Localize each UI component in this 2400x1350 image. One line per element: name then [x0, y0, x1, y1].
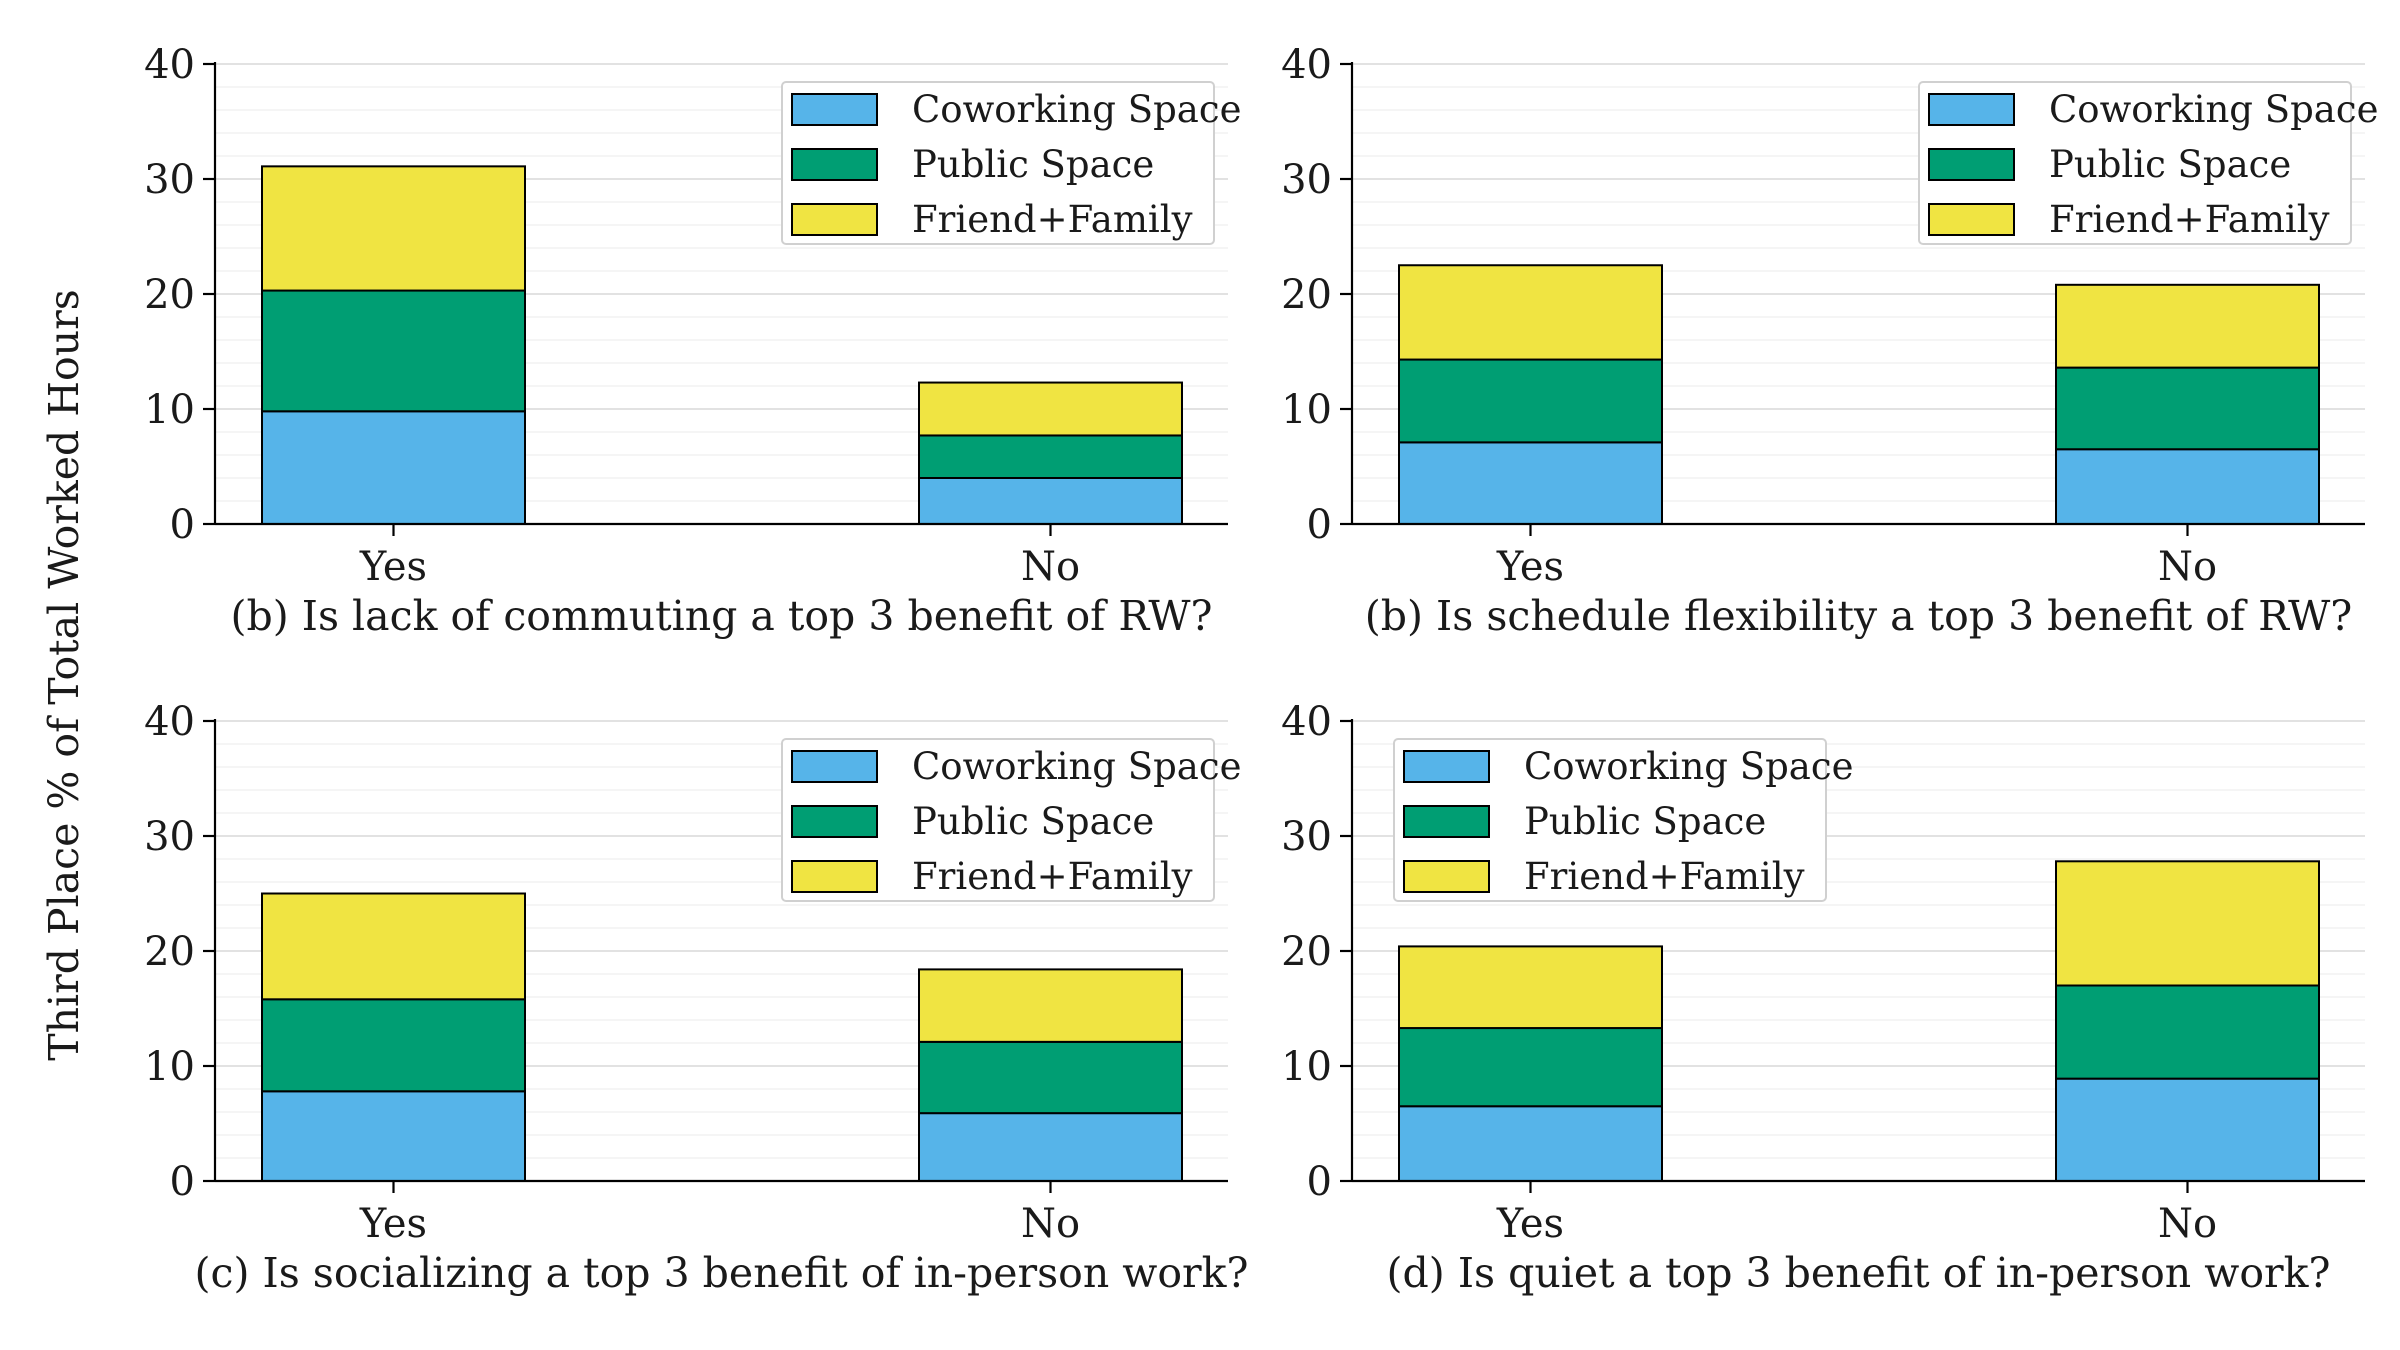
y-tick-label: 10 — [1281, 387, 1332, 433]
y-tick-label: 20 — [144, 929, 195, 975]
legend-label: Public Space — [2049, 143, 2291, 186]
legend-swatch — [1403, 750, 1490, 783]
legend-label: Public Space — [912, 143, 1154, 186]
bar-no-public-space — [2055, 366, 2320, 451]
bar-no-coworking-space — [918, 1112, 1183, 1183]
legend-frame — [781, 81, 1215, 245]
legend-label: Friend+Family — [2049, 198, 2330, 241]
chart-panel-4: 0 10 20 30 40 Yes No(d) Is quiet a top 3 benef… — [1281, 699, 2365, 1297]
y-tick-label: 40 — [144, 699, 195, 745]
x-tick-label: No — [1021, 1201, 1080, 1247]
y-tick-label: 30 — [1281, 157, 1332, 203]
legend-label: Friend+Family — [912, 198, 1193, 241]
chart-panel-1: 0 10 20 30 40 Yes No(b) Is lack of commuting a… — [144, 42, 1241, 640]
y-tick-label: 30 — [144, 814, 195, 860]
legend-frame — [781, 738, 1215, 902]
bar-yes-coworking-space — [261, 410, 526, 525]
bar-yes-public-space — [261, 289, 526, 413]
bar-yes-friend-family — [1398, 264, 1663, 361]
legend-label: Coworking Space — [912, 88, 1241, 131]
legend-label: Public Space — [1524, 800, 1766, 843]
bar-yes-coworking-space — [261, 1090, 526, 1183]
legend-label: Friend+Family — [912, 855, 1193, 898]
legend-label: Friend+Family — [1524, 855, 1805, 898]
legend-swatch — [791, 203, 878, 236]
y-tick-label: 40 — [144, 42, 195, 88]
bar-yes-friend-family — [261, 165, 526, 292]
bar-yes-friend-family — [261, 892, 526, 1001]
y-tick-label: 10 — [144, 1044, 195, 1090]
panel-title: (d) Is quiet a top 3 benefit of in-perso… — [1387, 1249, 2331, 1297]
x-tick-label: No — [1021, 544, 1080, 590]
legend: Coworking Space Public Space Friend+Family — [1393, 738, 1853, 902]
bar-yes-friend-family — [1398, 945, 1663, 1030]
legend-swatch — [791, 93, 878, 126]
bar-yes-public-space — [1398, 358, 1663, 444]
legend-swatch — [791, 805, 878, 838]
legend-frame — [1393, 738, 1827, 902]
bar-no-friend-family — [918, 968, 1183, 1043]
bar-no-friend-family — [2055, 860, 2320, 987]
chart-panel-3: 0 10 20 30 40 Yes No(c) Is socializing a top 3… — [144, 699, 1248, 1297]
bar-no-friend-family — [918, 381, 1183, 437]
legend: Coworking Space Public Space Friend+Family — [1918, 81, 2378, 245]
y-tick-label: 10 — [1281, 1044, 1332, 1090]
bar-no-coworking-space — [2055, 1077, 2320, 1183]
bar-no-public-space — [918, 1040, 1183, 1115]
y-tick-label: 0 — [170, 502, 195, 548]
y-tick-label: 40 — [1281, 42, 1332, 88]
bar-no-public-space — [2055, 984, 2320, 1080]
x-tick-label: Yes — [359, 1201, 427, 1247]
legend-swatch — [1403, 805, 1490, 838]
y-axis-label: Third Place % of Total Worked Hours — [40, 289, 88, 1060]
legend-swatch — [1928, 93, 2015, 126]
panel-title: (b) Is lack of commuting a top 3 benefit… — [231, 592, 1213, 640]
y-tick-label: 30 — [1281, 814, 1332, 860]
legend-label: Coworking Space — [1524, 745, 1853, 788]
x-tick-label: No — [2158, 1201, 2217, 1247]
y-tick-label: 0 — [1307, 502, 1332, 548]
x-tick-label: No — [2158, 544, 2217, 590]
legend-swatch — [1928, 203, 2015, 236]
y-tick-label: 40 — [1281, 699, 1332, 745]
bar-no-public-space — [918, 434, 1183, 480]
legend-frame — [1918, 81, 2352, 245]
legend: Coworking Space Public Space Friend+Family — [781, 738, 1241, 902]
y-tick-label: 20 — [1281, 272, 1332, 318]
legend-label: Public Space — [912, 800, 1154, 843]
legend-label: Coworking Space — [2049, 88, 2378, 131]
legend-swatch — [791, 860, 878, 893]
legend-swatch — [791, 750, 878, 783]
y-tick-label: 0 — [170, 1159, 195, 1205]
x-tick-label: Yes — [1496, 1201, 1564, 1247]
legend-swatch — [1403, 860, 1490, 893]
y-tick-label: 20 — [1281, 929, 1332, 975]
x-tick-label: Yes — [1496, 544, 1564, 590]
bar-yes-coworking-space — [1398, 441, 1663, 526]
bar-no-coworking-space — [918, 477, 1183, 525]
y-tick-label: 0 — [1307, 1159, 1332, 1205]
bar-no-friend-family — [2055, 283, 2320, 369]
chart-panel-2: 0 10 20 30 40 Yes No(b) Is schedule flexibilit… — [1281, 42, 2378, 640]
legend-swatch — [1928, 148, 2015, 181]
bar-yes-public-space — [1398, 1027, 1663, 1108]
legend: Coworking Space Public Space Friend+Family — [781, 81, 1241, 245]
legend-label: Coworking Space — [912, 745, 1241, 788]
panel-title: (b) Is schedule flexibility a top 3 bene… — [1365, 592, 2352, 640]
bar-yes-public-space — [261, 998, 526, 1093]
panel-title: (c) Is socializing a top 3 benefit of in… — [195, 1249, 1249, 1297]
x-tick-label: Yes — [359, 544, 427, 590]
y-tick-label: 30 — [144, 157, 195, 203]
bar-yes-coworking-space — [1398, 1105, 1663, 1182]
bar-no-coworking-space — [2055, 448, 2320, 525]
y-tick-label: 10 — [144, 387, 195, 433]
y-tick-label: 20 — [144, 272, 195, 318]
legend-swatch — [791, 148, 878, 181]
